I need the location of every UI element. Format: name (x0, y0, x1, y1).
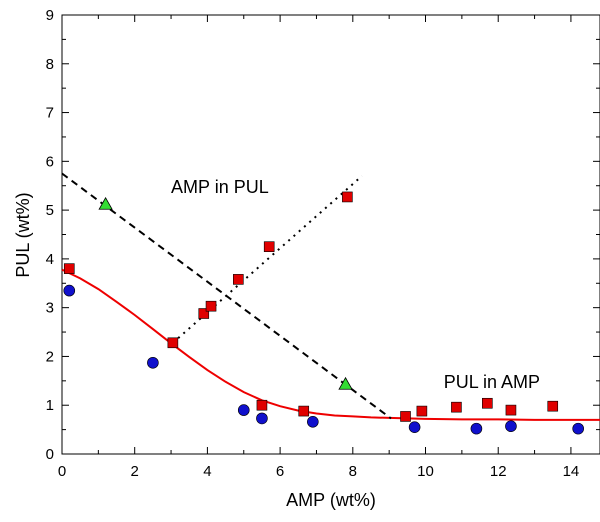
square-point (205, 300, 217, 312)
annotation-amp-in-pul: AMP in PUL (171, 177, 269, 197)
circle-point (63, 284, 76, 297)
circle-point (572, 422, 584, 435)
square-point (400, 411, 411, 422)
x-tick-label: 12 (490, 463, 507, 480)
y-tick-label: 3 (46, 300, 54, 317)
x-tick-label: 4 (203, 463, 211, 480)
triangle-point (98, 196, 113, 210)
x-tick-label: 6 (276, 463, 284, 480)
circle-point (307, 416, 319, 428)
square-point (256, 399, 268, 411)
square-point (167, 337, 179, 349)
square-point (451, 401, 462, 413)
circle-point (147, 356, 159, 369)
circle-point (408, 421, 421, 433)
y-axis-title: PUL (wt%) (13, 192, 33, 277)
square-point (505, 404, 517, 416)
annotation-pul-in-amp: PUL in AMP (444, 372, 540, 392)
square-point (547, 400, 559, 412)
markers-layer (63, 191, 584, 435)
circle-point (470, 422, 483, 435)
y-tick-label: 1 (46, 397, 54, 414)
circle-point (505, 420, 517, 432)
triangle-point (338, 376, 353, 390)
x-tick-label: 8 (349, 463, 357, 480)
y-tick-label: 7 (46, 105, 54, 122)
square-point (63, 263, 75, 274)
y-tick-label: 8 (46, 56, 54, 73)
axis-ticks-layer (61, 14, 600, 455)
square-point (233, 274, 244, 285)
y-tick-label: 2 (46, 348, 54, 365)
square-point (263, 241, 275, 252)
fit-curve-line (61, 268, 600, 421)
x-tick-label: 14 (563, 463, 580, 480)
square-point (342, 191, 353, 203)
x-tick-label: 0 (58, 463, 66, 480)
square-point (482, 397, 493, 409)
square-point (298, 405, 310, 417)
y-tick-label: 5 (46, 202, 54, 219)
x-axis-title: AMP (wt%) (286, 490, 376, 510)
y-tick-label: 4 (46, 251, 54, 268)
x-tick-label: 2 (131, 463, 139, 480)
y-tick-label: 6 (46, 153, 54, 170)
y-tick-label: 0 (46, 446, 54, 463)
y-tick-label: 9 (46, 7, 54, 24)
circle-point (256, 412, 268, 425)
x-tick-label: 10 (417, 463, 434, 480)
circle-point (237, 404, 250, 416)
square-point (416, 405, 428, 417)
square-point (198, 308, 210, 319)
